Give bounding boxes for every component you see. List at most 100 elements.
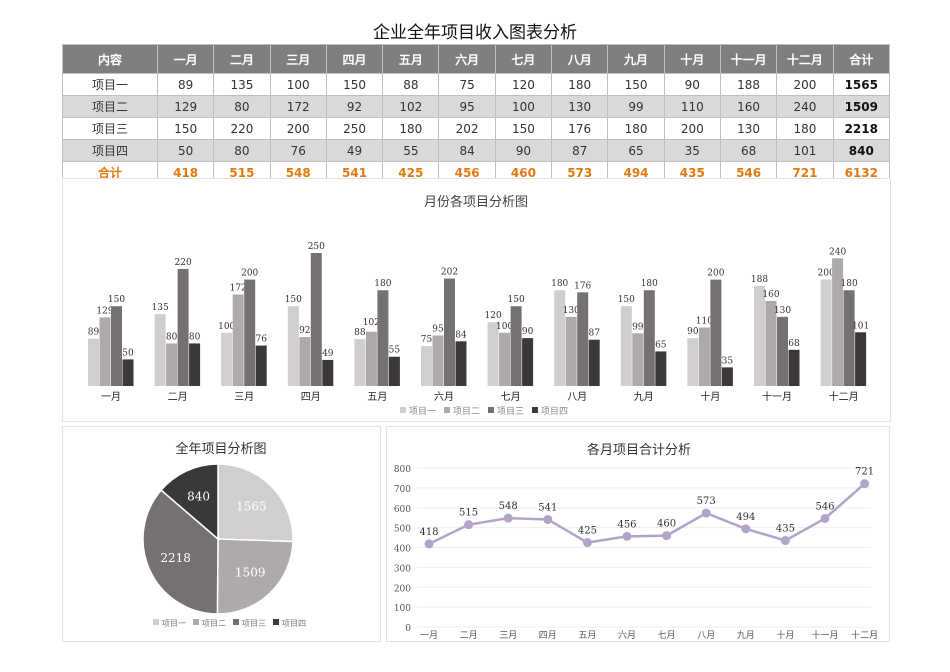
data-label: 102	[363, 318, 380, 328]
legend-label: 项目二	[453, 406, 480, 417]
table-cell: 项目三	[62, 117, 158, 140]
bar	[487, 322, 499, 386]
data-label: 456	[617, 519, 636, 530]
legend-label: 项目四	[541, 406, 568, 417]
table-cell: 130	[551, 95, 609, 118]
data-label: 65	[655, 340, 667, 350]
bar	[221, 332, 233, 386]
data-label: 150	[285, 295, 302, 305]
data-label: 200	[707, 269, 724, 279]
data-label: 573	[697, 496, 716, 507]
bar	[788, 349, 800, 386]
col-header: 合计	[832, 44, 891, 74]
chart-title: 全年项目分析图	[175, 441, 266, 457]
bar	[687, 338, 699, 386]
table-cell: 项目二	[62, 95, 158, 118]
line-chart: 各月项目合计分析 0 100 200 300 400 500 600 700 800 418 一月 51…	[394, 442, 878, 641]
table-cell: 76	[269, 139, 327, 162]
data-label: 150	[108, 295, 125, 305]
data-label: 84	[455, 330, 467, 340]
bar	[620, 306, 632, 386]
data-label: 220	[175, 258, 192, 268]
data-label: 1565	[236, 500, 267, 514]
bar	[122, 359, 134, 386]
bar	[354, 339, 366, 386]
table-cell: 95	[438, 95, 496, 118]
data-label: 68	[788, 339, 800, 349]
table-cell: 200	[269, 117, 327, 140]
table-cell: 80	[213, 95, 271, 118]
table-cell: 135	[213, 73, 271, 96]
legend-label: 项目三	[242, 619, 266, 628]
table-cell: 110	[663, 95, 721, 118]
y-tick-label: 700	[394, 485, 411, 495]
series-line	[428, 482, 866, 546]
bar	[255, 345, 267, 386]
bar	[299, 337, 311, 386]
data-label: 130	[563, 306, 580, 316]
data-label: 541	[538, 502, 557, 513]
x-tick-label: 五月	[367, 391, 387, 403]
table-cell: 90	[494, 139, 553, 162]
col-header: 六月	[438, 44, 496, 74]
table-cell: 129	[156, 95, 215, 118]
data-label: 150	[508, 295, 525, 305]
table-cell: 68	[719, 139, 778, 162]
bar	[287, 306, 299, 386]
x-tick-label: 七月	[658, 630, 676, 641]
x-tick-label: 二月	[460, 630, 478, 641]
legend-swatch	[153, 619, 159, 625]
bar	[588, 339, 600, 386]
table-row: 项目四 50 80 76 49 55 84 90 87 65 35 68 101 840	[62, 139, 891, 162]
data-point	[503, 513, 513, 523]
data-label: 89	[88, 328, 100, 338]
bar	[455, 341, 467, 386]
data-label: 80	[189, 332, 201, 342]
x-tick-label: 三月	[499, 630, 517, 641]
table-cell: 840	[832, 139, 891, 162]
legend-swatch	[488, 407, 494, 413]
bar	[377, 290, 389, 386]
line-chart-panel: 各月项目合计分析 0 100 200 300 400 500 600 700 800 418 一月 51…	[386, 426, 890, 642]
legend-swatch	[233, 619, 239, 625]
x-tick-label: 十月	[776, 629, 794, 641]
bar	[421, 346, 432, 386]
legend-swatch	[532, 407, 538, 413]
data-label: 100	[496, 322, 513, 332]
x-tick-label: 三月	[234, 391, 254, 403]
col-header: 一月	[156, 44, 215, 74]
bar	[111, 306, 122, 386]
data-label: 92	[299, 326, 310, 336]
bar	[154, 314, 166, 386]
x-tick-label: 八月	[567, 391, 587, 403]
data-label: 49	[322, 349, 334, 359]
data-label: 188	[751, 275, 768, 285]
pie-chart-panel: 全年项目分析图 1565 1509 2218 840 项目一 项目二 项目三 项目四	[62, 426, 381, 642]
table-cell: 75	[438, 73, 496, 96]
data-label: 150	[618, 295, 635, 305]
x-tick-label: 十二月	[851, 629, 878, 641]
data-label: 120	[485, 311, 502, 321]
x-tick-label: 六月	[618, 629, 636, 641]
bar	[655, 351, 667, 386]
table-row: 项目三 150 220 200 250 180 202 150 176 180 200 130 180 2…	[62, 117, 891, 140]
bar	[88, 338, 99, 386]
y-tick-label: 800	[394, 465, 411, 475]
data-label: 425	[578, 526, 597, 537]
bar	[710, 279, 722, 386]
bar	[510, 306, 522, 386]
table-cell: 180	[607, 117, 665, 140]
chart-title: 月份各项目分析图	[424, 194, 528, 210]
table-cell: 188	[719, 73, 778, 96]
legend-label: 项目一	[409, 406, 436, 417]
data-label: 55	[389, 346, 401, 356]
bar	[365, 331, 377, 386]
table-cell: 87	[551, 139, 609, 162]
data-label: 90	[522, 327, 534, 337]
table-cell: 项目一	[62, 73, 158, 96]
table-cell: 101	[776, 139, 834, 162]
chart-title: 各月项目合计分析	[587, 442, 691, 458]
bar	[721, 367, 733, 386]
table-cell: 172	[269, 95, 327, 118]
data-point	[622, 531, 632, 541]
